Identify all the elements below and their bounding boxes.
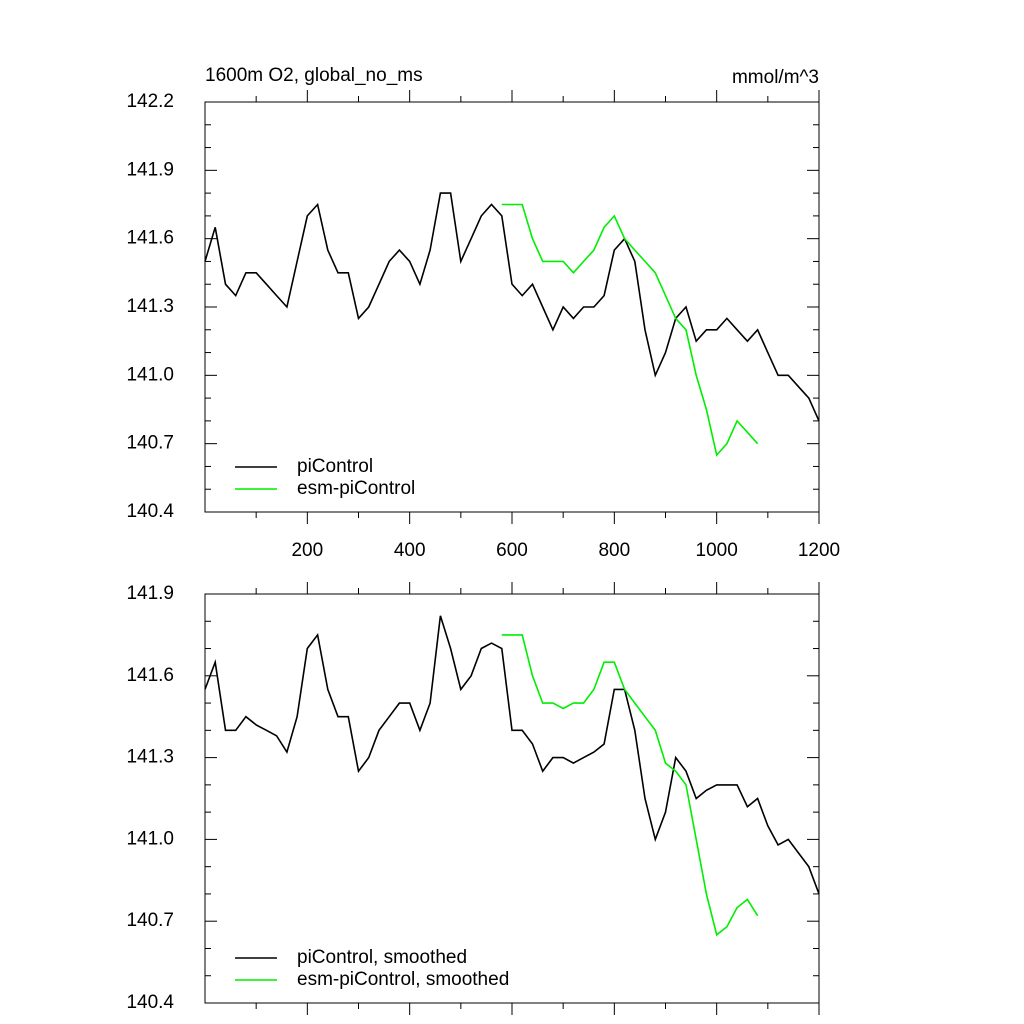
x-tick-label: 1200 [798,540,840,561]
legend-label: piControl, smoothed [297,947,467,968]
y-tick-label: 140.7 [126,910,174,931]
y-tick-label: 140.7 [126,433,174,454]
series-line [501,203,759,457]
series-line [501,634,759,937]
y-tick-label: 140.4 [126,992,174,1013]
series-line [204,615,820,895]
x-tick-label: 600 [496,540,528,561]
y-tick-label: 141.3 [126,296,174,317]
chart-title: 1600m O2, global_no_ms [205,65,423,86]
series-line [204,192,820,422]
x-tick-label: 400 [394,540,426,561]
legend-label: esm-piControl, smoothed [297,969,509,990]
y-tick-label: 142.2 [126,91,174,112]
y-tick-label: 141.3 [126,747,174,768]
legend-label: piControl [297,456,373,477]
y-tick-label: 141.9 [126,583,174,604]
units-label: mmol/m^3 [732,67,819,88]
plot-frame [204,101,820,513]
plot-frame [204,593,820,1004]
x-tick-label: 200 [291,540,323,561]
y-tick-label: 141.6 [126,665,174,686]
y-tick-label: 141.9 [126,159,174,180]
y-tick-label: 141.0 [126,364,174,385]
legend-label: esm-piControl [297,478,415,499]
y-tick-label: 141.6 [126,228,174,249]
y-tick-label: 141.0 [126,828,174,849]
x-tick-label: 800 [598,540,630,561]
y-tick-label: 140.4 [126,501,174,522]
x-tick-label: 1000 [696,540,738,561]
